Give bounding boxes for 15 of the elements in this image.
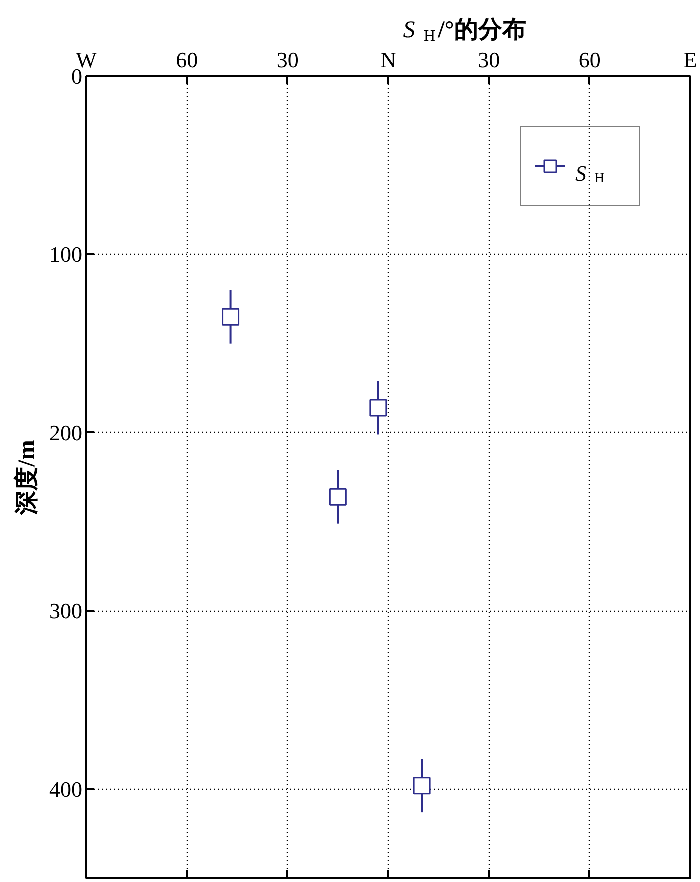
y-tick-label: 100	[50, 242, 82, 268]
y-axis-title: 深度/m	[14, 440, 40, 516]
point	[329, 488, 347, 506]
y-tick-label: 300	[50, 598, 82, 624]
x-tick-label: 60	[176, 48, 198, 72]
x-tick-label: E	[684, 48, 698, 72]
point	[370, 399, 388, 417]
point	[413, 777, 431, 795]
x-tick-label: 30	[276, 48, 299, 72]
y-tick-label: 200	[50, 420, 82, 446]
x-tick-label: 60	[578, 48, 601, 72]
x-tick-label: N	[380, 48, 397, 72]
y-tick-label: 400	[50, 776, 82, 802]
x-tick-label: 30	[478, 48, 500, 72]
point	[222, 308, 240, 326]
